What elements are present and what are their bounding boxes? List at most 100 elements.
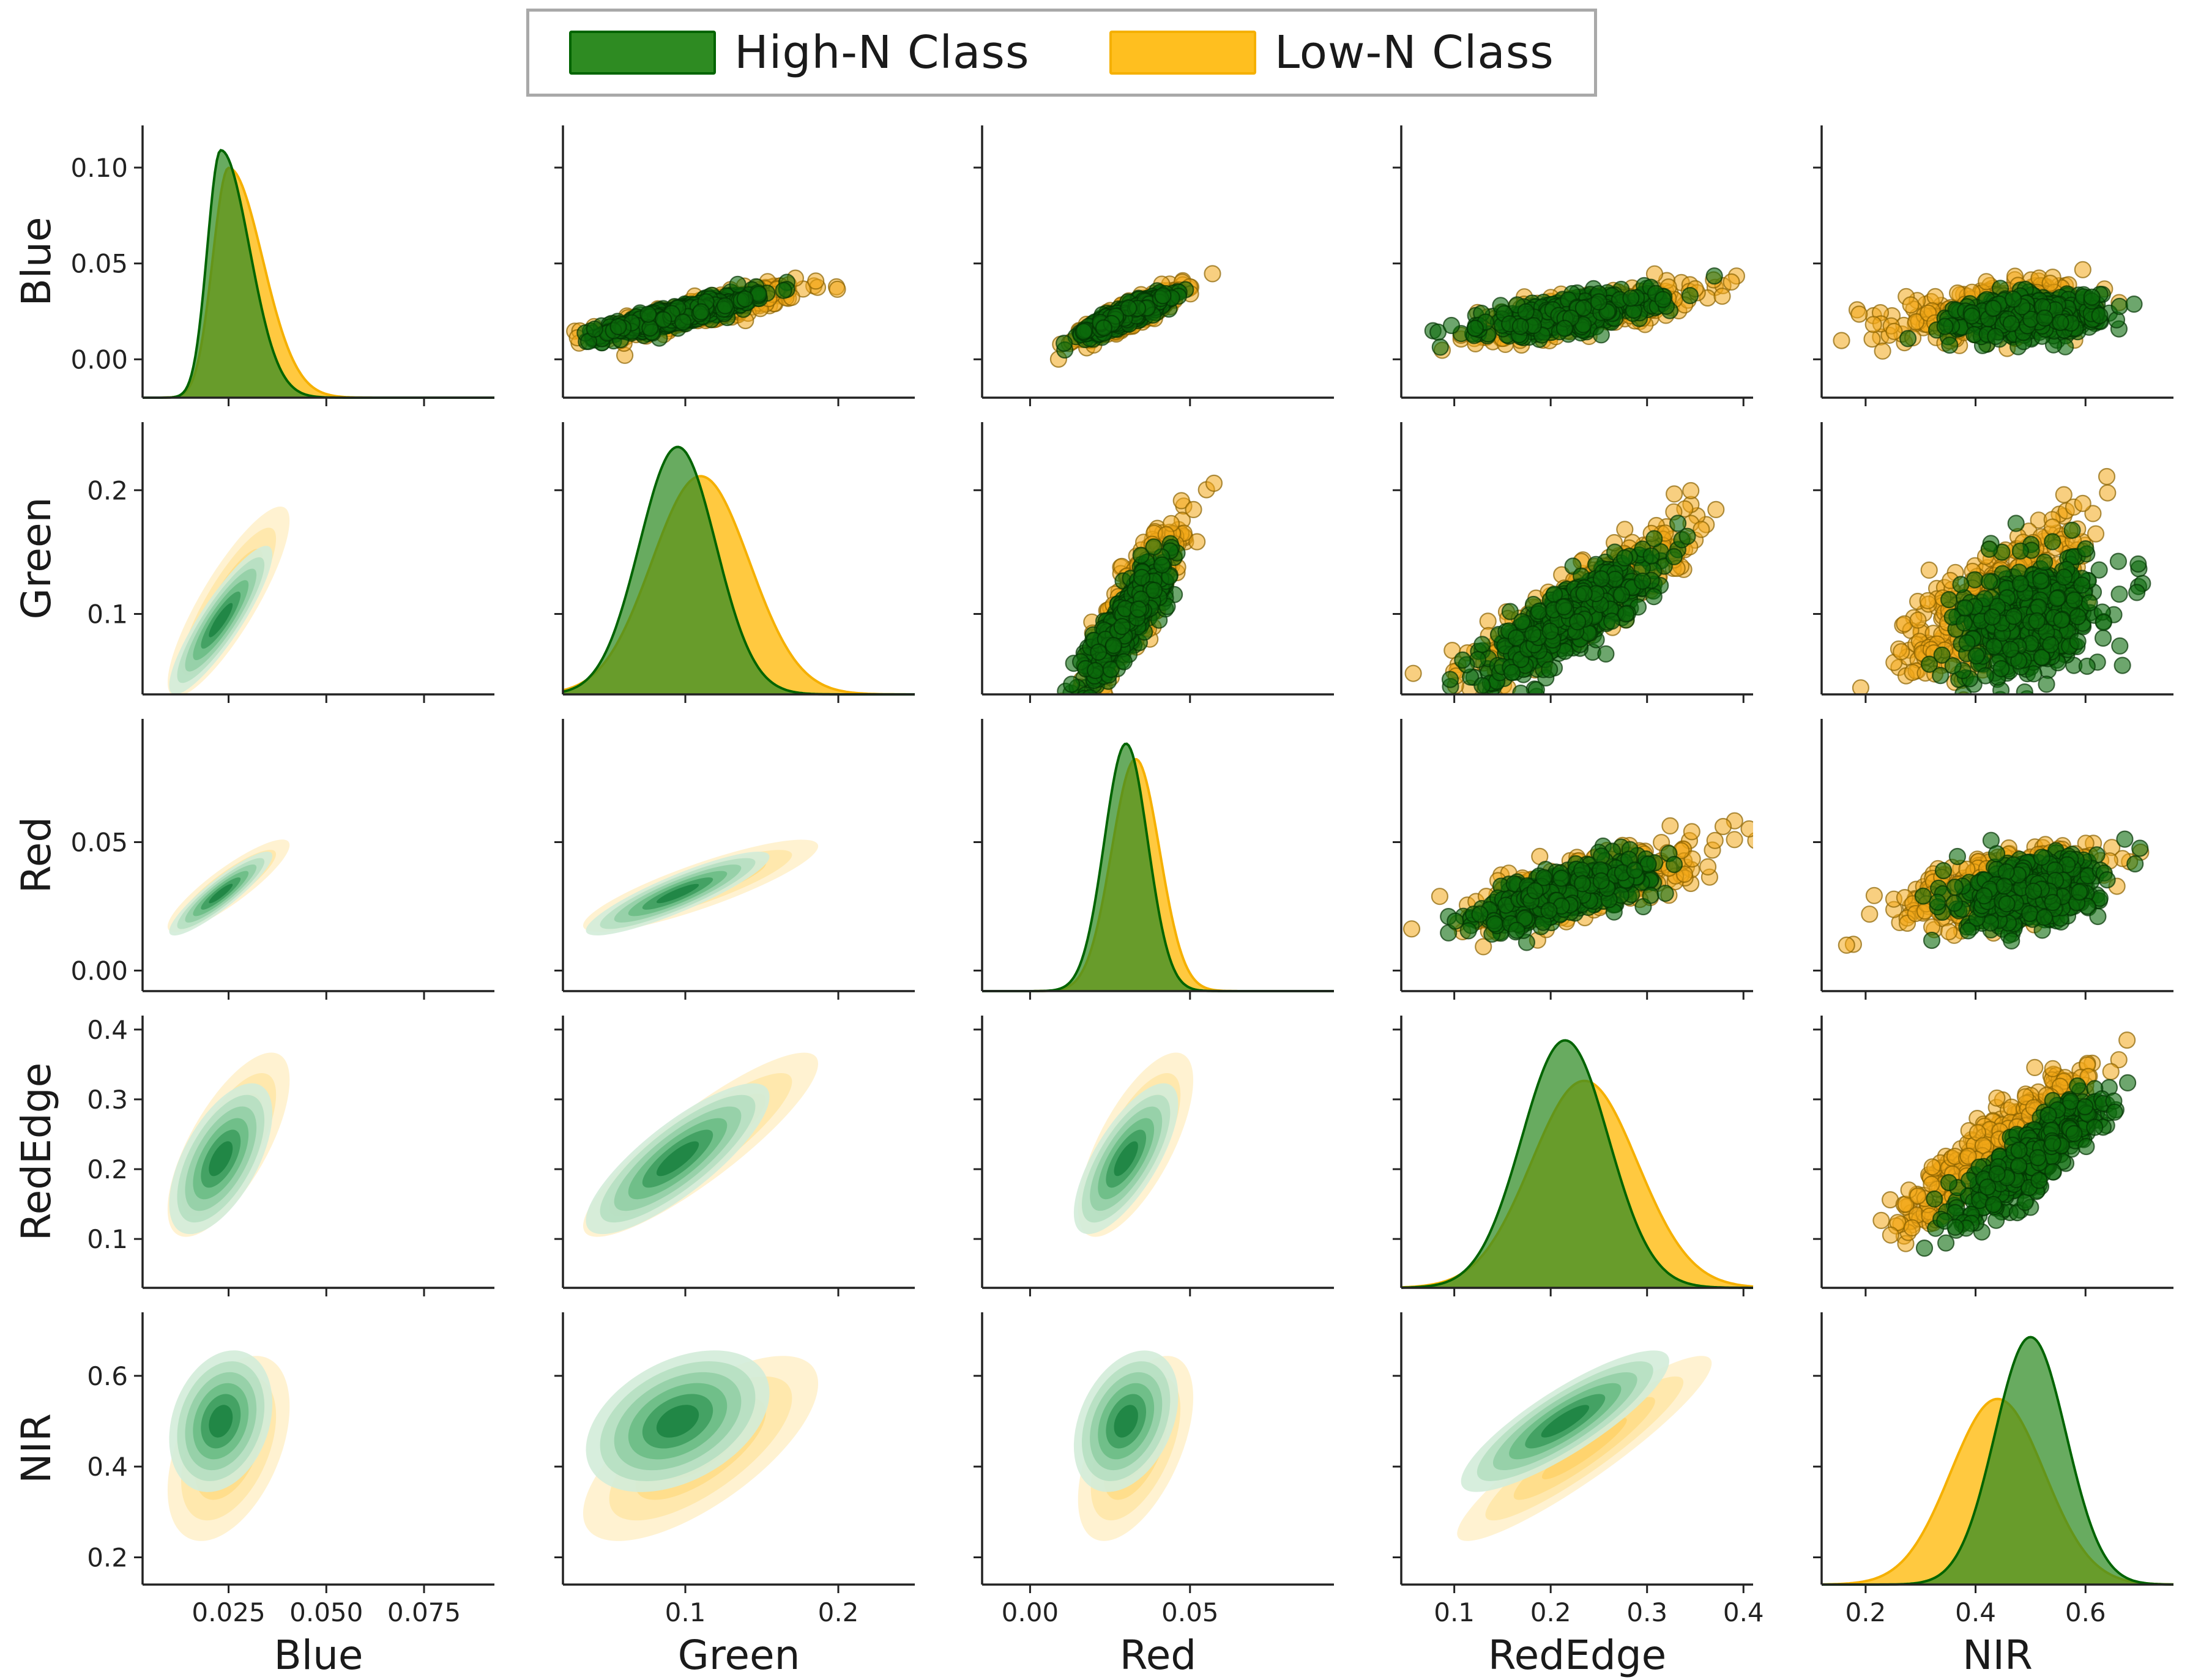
scatter-point-low — [1467, 699, 1483, 715]
scatter-point-high — [1132, 546, 1150, 564]
kde-high-contour-level — [209, 603, 233, 637]
kde-high-green-fill — [563, 447, 915, 694]
scatter-point-high — [1899, 330, 1917, 348]
scatter-point-high — [736, 290, 754, 308]
scatter-point-low — [1065, 696, 1081, 712]
scatter-point-high — [1057, 699, 1073, 715]
scatter-point-high — [2110, 297, 2128, 315]
scatter-point-high — [2083, 288, 2101, 306]
scatter-point-high — [655, 311, 672, 329]
scatter-point-low — [1407, 699, 1423, 715]
scatter-point-low — [1479, 612, 1497, 630]
scatter-point-high — [2052, 313, 2069, 332]
panel-blue-vs-green — [495, 125, 915, 406]
panel-green-vs-red — [974, 422, 1334, 738]
legend-swatch-high-n — [569, 31, 717, 75]
scatter-point-high — [1511, 318, 1529, 335]
scatter-point-low — [1404, 664, 1422, 682]
legend: High-N Class Low-N Class — [526, 9, 1597, 97]
scatter-point-low — [1205, 474, 1223, 492]
scatter-point-high — [1104, 636, 1123, 655]
scatter-point-high — [1705, 267, 1723, 285]
scatter-point-high — [2125, 295, 2143, 313]
panel-blue-vs-red — [974, 125, 1334, 406]
scatter-point-high — [1115, 653, 1133, 671]
legend-label-low-n: Low-N Class — [1274, 26, 1554, 79]
scatter-point-low — [1616, 521, 1634, 538]
scatter-point-high — [1086, 661, 1104, 680]
y-tick-label: 0.2 — [87, 475, 128, 505]
scatter-point-high — [729, 275, 747, 293]
scatter-point-low — [495, 343, 511, 359]
scatter-point-high — [1075, 322, 1093, 341]
y-tick-label: 0.05 — [70, 249, 128, 279]
scatter-point-high — [1442, 316, 1461, 335]
panel-blue-vs-blue: 0.000.050.10 — [70, 125, 494, 406]
scatter-point-high — [1082, 689, 1098, 694]
plot-area — [1424, 265, 1745, 359]
scatter-point-low — [1172, 492, 1190, 510]
scatter-point-low — [1713, 288, 1731, 305]
scatter-point-high — [1153, 556, 1171, 574]
scatter-point-high — [1574, 299, 1592, 317]
scatter-point-high — [674, 313, 692, 331]
scatter-point-high — [1145, 581, 1163, 600]
scatter-point-high — [1941, 336, 1959, 354]
scatter-point-high — [2091, 307, 2109, 324]
scatter-point-low — [1723, 273, 1740, 291]
scatter-point-high — [2036, 309, 2054, 327]
scatter-point-high — [775, 281, 792, 299]
scatter-point-high — [1095, 319, 1113, 337]
scatter-point-high — [639, 305, 657, 323]
scatter-point-low — [1885, 322, 1903, 340]
legend-entry-high-n[interactable]: High-N Class — [569, 26, 1029, 79]
legend-entry-low-n[interactable]: Low-N Class — [1109, 26, 1554, 79]
scatter-point-high — [609, 318, 627, 336]
scatter-point-high — [2002, 314, 2020, 333]
scatter-point-low — [1978, 273, 1995, 291]
scatter-point-low — [1422, 699, 1438, 715]
scatter-point-high — [1063, 675, 1081, 693]
kde-high-blue-line — [143, 149, 494, 399]
scatter-point-high — [1654, 291, 1672, 308]
scatter-point-low — [1902, 296, 1920, 314]
plot-area — [1833, 261, 2143, 360]
legend-swatch-low-n — [1109, 31, 1256, 75]
scatter-point-high — [1102, 660, 1120, 678]
y-tick-label: 0.00 — [70, 344, 128, 374]
scatter-point-high — [716, 297, 734, 314]
scatter-point-low — [1682, 481, 1700, 500]
scatter-point-high — [1130, 600, 1147, 618]
scatter-point-high — [1936, 318, 1954, 335]
scatter-point-low — [1411, 702, 1427, 718]
scatter-point-low — [1204, 265, 1221, 283]
scatter-point-low — [2074, 261, 2091, 278]
scatter-point-low — [1188, 533, 1206, 551]
scatter-point-high — [1592, 326, 1610, 344]
scatter-point-high — [1133, 568, 1151, 586]
scatter-point-low — [807, 272, 825, 290]
scatter-point-high — [1090, 643, 1108, 661]
scatter-point-low — [1185, 500, 1202, 519]
scatter-point-low — [1448, 716, 1464, 732]
scatter-point-low — [1064, 709, 1080, 725]
scatter-point-high — [2005, 290, 2022, 308]
scatter-point-low — [829, 280, 846, 298]
scatter-point-high — [1987, 327, 2005, 346]
scatter-point-low — [1926, 288, 1944, 305]
scatter-point-high — [1984, 299, 2002, 318]
plot-area — [1404, 481, 1725, 732]
scatter-point-low — [1065, 723, 1081, 738]
plot-area — [168, 506, 290, 694]
scatter-point-low — [1850, 305, 1868, 323]
panel-blue-vs-rededge — [1393, 125, 1753, 406]
scatter-point-low — [1453, 698, 1469, 714]
scatter-point-high — [1154, 287, 1172, 305]
scatter-point-low — [2041, 274, 2059, 292]
panel-blue-vs-nir — [1813, 125, 2173, 406]
scatter-point-low — [1864, 316, 1882, 333]
scatter-point-high — [692, 303, 710, 321]
panel-green-vs-rededge — [1393, 422, 1753, 732]
scatter-point-high — [1120, 299, 1138, 317]
scatter-point-high — [1590, 293, 1607, 311]
